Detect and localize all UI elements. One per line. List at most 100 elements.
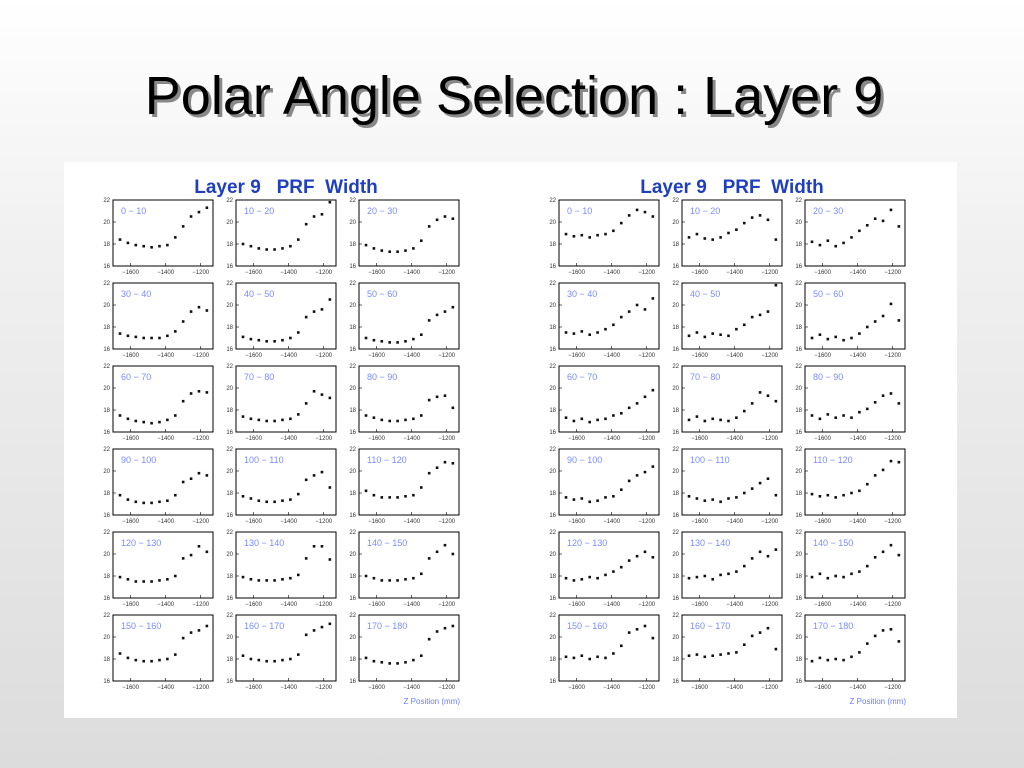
data-point [189, 310, 193, 313]
data-point [572, 235, 576, 238]
x-tick-label: −1400 [726, 519, 744, 525]
data-point [304, 402, 308, 405]
data-point [118, 652, 122, 655]
data-point [826, 239, 830, 242]
y-tick-label: 16 [226, 679, 233, 685]
x-tick-label: −1600 [368, 270, 386, 276]
chart-label: 150 − 160 [567, 621, 607, 631]
data-point [205, 206, 209, 209]
data-point [181, 225, 185, 228]
data-point [826, 337, 830, 341]
plot-frame [681, 282, 783, 350]
y-tick-label: 18 [672, 325, 679, 331]
data-point [304, 557, 308, 560]
data-point [865, 325, 869, 329]
data-point [126, 417, 130, 421]
data-point [126, 334, 130, 338]
y-tick-label: 20 [549, 303, 556, 309]
data-point [443, 543, 447, 547]
x-tick-label: −1600 [814, 436, 832, 442]
x-tick-label: −1600 [568, 519, 586, 525]
y-tick-label: 16 [349, 679, 356, 685]
data-point [197, 390, 201, 393]
data-point [742, 409, 746, 413]
data-point [858, 229, 861, 233]
data-point [695, 575, 699, 579]
data-point [766, 218, 770, 222]
data-point [564, 331, 568, 334]
y-tick-label: 18 [226, 657, 233, 663]
data-point [150, 421, 153, 425]
data-point [427, 637, 431, 641]
data-point [889, 208, 893, 212]
data-point [372, 576, 376, 580]
x-tick-label: −1200 [638, 270, 656, 276]
data-point [719, 333, 722, 336]
y-tick-label: 22 [549, 364, 556, 370]
data-point [735, 651, 738, 654]
data-point [873, 320, 877, 323]
chart-label: 140 − 150 [367, 538, 407, 548]
y-tick-label: 18 [103, 574, 110, 580]
data-point [372, 247, 376, 250]
data-point [181, 480, 185, 484]
plot-frame [558, 365, 660, 433]
data-point [643, 210, 647, 214]
chart-label: 40 − 50 [690, 289, 720, 299]
data-point [810, 575, 814, 579]
x-tick-label: −1600 [814, 353, 832, 359]
y-tick-label: 16 [349, 264, 356, 270]
y-tick-label: 18 [795, 657, 802, 663]
x-axis-label: Z Position (mm) [850, 697, 907, 706]
data-point [580, 330, 584, 333]
data-point [142, 501, 146, 505]
data-point [304, 222, 308, 226]
y-tick-label: 18 [672, 657, 679, 663]
x-tick-label: −1400 [157, 685, 175, 691]
data-point [687, 418, 691, 422]
data-point [687, 576, 691, 580]
data-point [412, 493, 415, 497]
data-point [289, 657, 292, 661]
data-point [166, 499, 169, 502]
data-point [766, 394, 770, 397]
y-tick-label: 22 [103, 613, 110, 619]
data-point [158, 420, 161, 424]
data-point [181, 320, 185, 323]
x-tick-label: −1600 [568, 685, 586, 691]
data-point [173, 330, 177, 333]
y-tick-label: 22 [226, 364, 233, 370]
data-point [703, 419, 707, 423]
data-point [604, 232, 607, 236]
chart-label: 160 − 170 [244, 621, 284, 631]
data-point [627, 406, 631, 410]
data-point [651, 636, 655, 640]
x-tick-label: −1400 [603, 436, 621, 442]
data-point [304, 633, 308, 637]
data-point [619, 412, 623, 415]
data-point [719, 418, 722, 422]
plot-frame [804, 614, 906, 682]
data-point [257, 247, 261, 250]
y-tick-label: 18 [549, 491, 556, 497]
data-point [703, 237, 707, 240]
data-point [897, 225, 901, 228]
data-point [750, 216, 754, 219]
data-point [173, 653, 177, 656]
y-tick-label: 16 [549, 347, 556, 353]
y-tick-label: 16 [226, 430, 233, 436]
y-tick-label: 18 [349, 325, 356, 331]
x-tick-label: −1200 [315, 685, 333, 691]
data-point [281, 418, 284, 422]
data-point [687, 236, 691, 239]
x-tick-label: −1600 [568, 436, 586, 442]
data-point [118, 493, 122, 497]
data-point [396, 419, 399, 423]
x-tick-label: −1200 [884, 602, 902, 608]
y-tick-label: 22 [672, 530, 679, 536]
y-tick-label: 16 [349, 596, 356, 602]
data-point [435, 313, 439, 317]
data-point [612, 570, 615, 573]
x-tick-label: −1200 [638, 436, 656, 442]
